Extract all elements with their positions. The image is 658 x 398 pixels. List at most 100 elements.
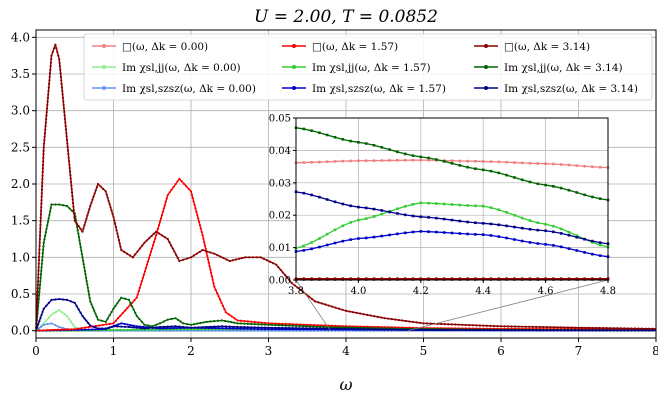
main-series-point-7: [129, 301, 132, 305]
main-series-point-8: [472, 329, 475, 332]
legend-marker: [484, 86, 488, 90]
main-series-point-7: [49, 206, 52, 210]
inset-series-point-2: [419, 201, 423, 205]
main-series-point-8: [503, 329, 506, 332]
main-series-point-4: [119, 328, 122, 331]
main-series-point-5: [172, 327, 175, 330]
main-series-point-7: [131, 305, 134, 308]
main-series-point-3: [80, 327, 83, 330]
inset-series-point-2: [372, 215, 376, 218]
main-series-point-8: [417, 328, 420, 331]
main-series-point-6: [351, 311, 355, 314]
main-series-point-7: [158, 322, 162, 325]
inset-series-point-4: [466, 220, 469, 224]
inset-series-point-8: [481, 277, 485, 280]
main-series-point-6: [40, 195, 43, 198]
inset-series-point-2: [396, 207, 399, 211]
main-series-point-6: [86, 214, 89, 217]
main-series-point-6: [341, 308, 344, 311]
main-series-point-3: [246, 320, 249, 323]
main-series-point-8: [263, 326, 267, 329]
main-series-point-6: [485, 324, 489, 327]
main-series-point-6: [231, 259, 234, 262]
inset-series-point-2: [357, 218, 360, 222]
main-series-point-7: [186, 322, 189, 326]
main-series-point-6: [380, 316, 383, 319]
main-series-point-6: [113, 222, 117, 225]
inset-series-point-8: [435, 277, 438, 280]
main-series-point-5: [221, 327, 224, 330]
main-series-point-1: [67, 317, 71, 320]
main-series-point-7: [86, 286, 89, 289]
inset-series-point-4: [435, 216, 438, 220]
main-series-point-8: [602, 329, 605, 332]
main-series-point-8: [267, 326, 270, 329]
main-series-point-6: [178, 259, 181, 263]
main-series-point-7: [179, 320, 182, 323]
main-series-point-6: [128, 254, 132, 257]
main-series-point-3: [221, 304, 225, 308]
main-series-point-3: [263, 321, 267, 325]
inset-series-point-2: [380, 212, 384, 216]
main-series-point-6: [422, 322, 425, 325]
main-series-point-8: [151, 326, 154, 329]
main-series-point-6: [36, 287, 39, 290]
main-series-point-7: [193, 323, 196, 326]
inset-series-point-2: [552, 224, 555, 228]
main-series-point-8: [577, 329, 580, 332]
main-series-point-7: [196, 322, 199, 325]
inset-series-point-4: [536, 228, 540, 232]
main-series-point-7: [89, 300, 92, 303]
main-series-point-3: [148, 253, 152, 257]
inset-series-point-3: [388, 233, 391, 237]
main-series-point-6: [107, 199, 110, 203]
main-series-point-8: [308, 327, 311, 330]
main-series-point-8: [385, 328, 388, 331]
main-series-point-3: [209, 268, 212, 271]
main-series-point-6: [50, 58, 53, 61]
main-series-point-6: [37, 276, 40, 279]
main-series-point-6: [296, 286, 299, 289]
main-series-point-6: [71, 202, 75, 205]
main-series-point-8: [545, 329, 548, 332]
main-series-point-4: [108, 328, 112, 332]
main-series-point-6: [37, 269, 40, 272]
main-series-point-6: [99, 185, 102, 188]
inset-series-point-0: [583, 164, 586, 168]
main-series-point-8: [42, 307, 45, 310]
inset-series-point-1: [567, 188, 571, 192]
main-series-point-7: [132, 308, 135, 311]
main-series-point-6: [408, 320, 411, 323]
main-series-point-7: [114, 304, 117, 308]
main-series-point-7: [108, 314, 111, 317]
main-series-point-6: [570, 326, 573, 329]
main-series-point-6: [355, 311, 358, 314]
main-series-point-8: [224, 325, 227, 328]
main-series-point-3: [126, 306, 129, 310]
main-series-point-8: [87, 322, 90, 325]
main-series-point-8: [479, 329, 482, 332]
main-series-point-7: [45, 227, 48, 230]
inset-series-point-3: [372, 235, 376, 239]
main-series-point-8: [521, 329, 524, 332]
inset-series-point-0: [528, 161, 532, 165]
main-series-point-8: [189, 326, 193, 329]
main-series-point-8: [288, 326, 291, 330]
inset-series-point-0: [388, 159, 391, 162]
inset-x-tick-label: 4.4: [475, 286, 491, 297]
main-series-point-8: [155, 326, 158, 329]
inset-series-point-3: [536, 242, 540, 245]
inset-series-point-1: [411, 154, 415, 157]
main-series-point-8: [640, 329, 644, 332]
main-series-point-6: [125, 252, 129, 255]
main-series-point-8: [506, 329, 510, 332]
inset-series-point-8: [552, 277, 555, 280]
main-series-point-7: [47, 217, 50, 220]
main-series-point-6: [134, 253, 137, 256]
inset-series-point-3: [333, 241, 337, 245]
main-series-point-8: [325, 327, 329, 330]
main-series-point-6: [390, 318, 393, 321]
inset-series-point-2: [318, 237, 321, 240]
main-series-point-7: [166, 318, 169, 321]
